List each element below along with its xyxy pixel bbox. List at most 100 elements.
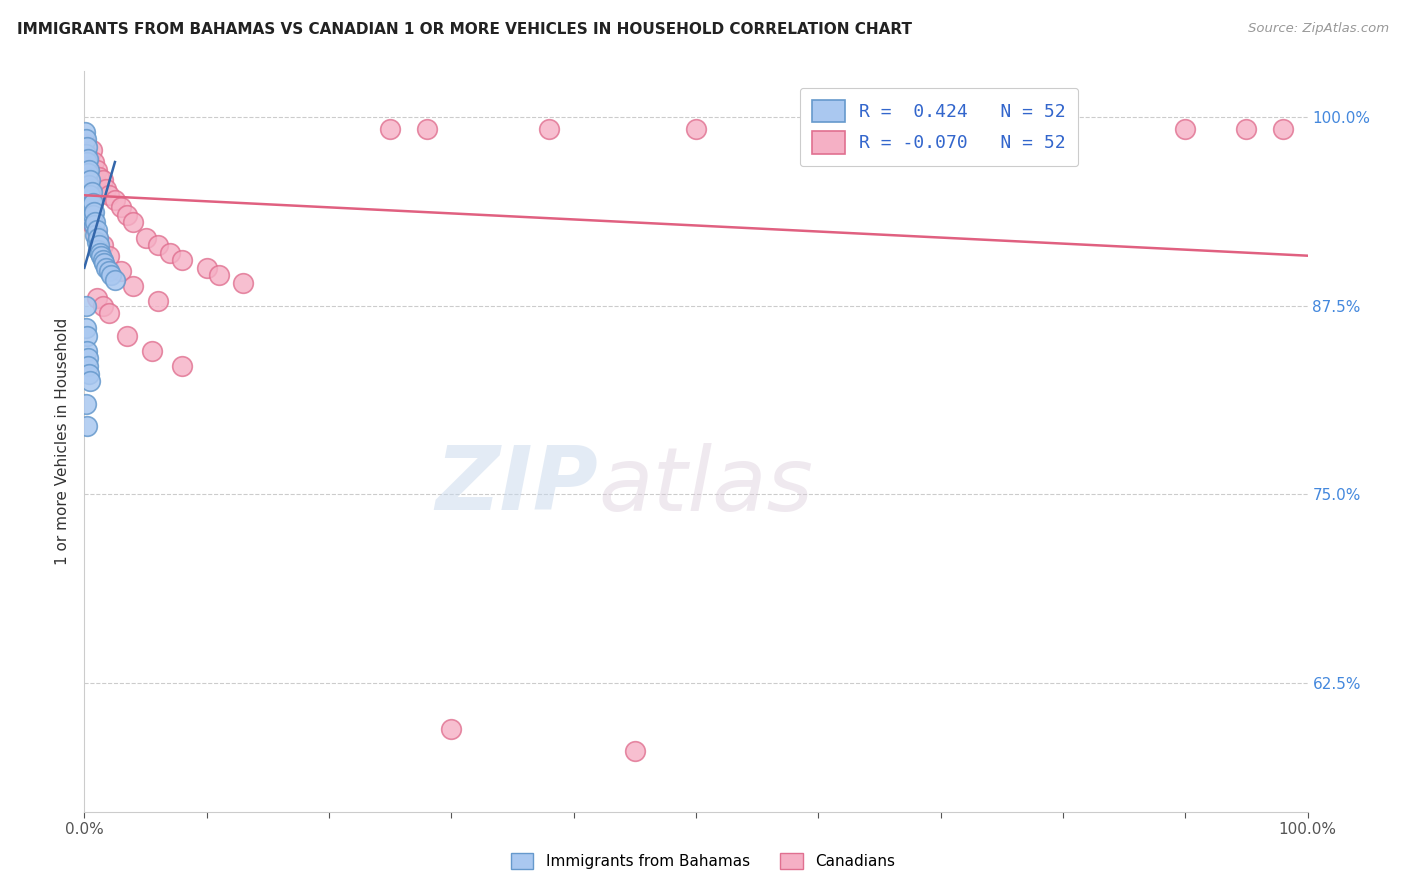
Point: [77, 158, 100, 172]
Point: [141, 343, 163, 358]
Point: [104, 273, 127, 287]
Point: [76, 155, 98, 169]
Text: ZIP: ZIP: [436, 442, 598, 530]
Point: [208, 268, 231, 283]
Point: [172, 359, 194, 373]
Point: [87, 230, 110, 244]
Point: [104, 193, 127, 207]
Legend: R =  0.424   N = 52, R = -0.070   N = 52: R = 0.424 N = 52, R = -0.070 N = 52: [800, 87, 1078, 166]
Point: [929, 121, 952, 136]
Point: [87, 238, 110, 252]
Point: [84, 173, 107, 187]
Point: [135, 230, 157, 244]
Point: [77, 178, 100, 192]
Point: [1236, 121, 1258, 136]
Point: [82, 208, 104, 222]
Point: [76, 328, 98, 343]
Point: [77, 165, 100, 179]
Point: [110, 264, 132, 278]
Point: [538, 121, 561, 136]
Point: [87, 170, 110, 185]
Text: atlas: atlas: [598, 443, 813, 529]
Point: [75, 136, 97, 151]
Point: [79, 200, 101, 214]
Point: [77, 351, 100, 366]
Point: [86, 227, 108, 242]
Point: [77, 152, 100, 166]
Point: [75, 173, 97, 187]
Point: [79, 374, 101, 388]
Point: [122, 279, 145, 293]
Point: [83, 155, 105, 169]
Point: [77, 193, 100, 207]
Point: [416, 121, 439, 136]
Point: [76, 140, 98, 154]
Point: [86, 162, 108, 177]
Point: [75, 397, 97, 411]
Point: [75, 132, 97, 146]
Point: [80, 186, 103, 200]
Point: [83, 205, 105, 219]
Point: [76, 170, 98, 185]
Point: [91, 238, 114, 252]
Point: [624, 744, 647, 758]
Point: [232, 276, 254, 290]
Legend: Immigrants from Bahamas, Canadians: Immigrants from Bahamas, Canadians: [505, 847, 901, 875]
Point: [172, 253, 194, 268]
Text: Source: ZipAtlas.com: Source: ZipAtlas.com: [1249, 22, 1389, 36]
Point: [77, 203, 100, 218]
Point: [75, 321, 97, 335]
Point: [77, 367, 100, 381]
Point: [82, 219, 104, 233]
Point: [97, 249, 120, 263]
Point: [76, 147, 98, 161]
Point: [807, 121, 830, 136]
Point: [75, 299, 97, 313]
Point: [89, 245, 111, 260]
Point: [83, 219, 105, 233]
Point: [77, 162, 100, 177]
Point: [1272, 121, 1295, 136]
Point: [91, 253, 114, 268]
Point: [76, 419, 98, 434]
Point: [86, 223, 108, 237]
Point: [80, 197, 103, 211]
Point: [86, 235, 108, 249]
Point: [75, 147, 97, 161]
Point: [79, 208, 101, 222]
Point: [91, 299, 114, 313]
Point: [87, 243, 110, 257]
Point: [84, 227, 107, 242]
Point: [122, 215, 145, 229]
Point: [75, 162, 97, 177]
Point: [84, 215, 107, 229]
Point: [146, 293, 169, 308]
Point: [96, 260, 118, 275]
Point: [77, 152, 100, 166]
Point: [97, 264, 120, 278]
Point: [79, 173, 101, 187]
Point: [82, 195, 104, 210]
Point: [685, 121, 707, 136]
Point: [97, 306, 120, 320]
Point: [1174, 121, 1197, 136]
Point: [77, 197, 100, 211]
Y-axis label: 1 or more Vehicles in Household: 1 or more Vehicles in Household: [55, 318, 70, 566]
Point: [115, 328, 138, 343]
Point: [76, 182, 98, 196]
Text: IMMIGRANTS FROM BAHAMAS VS CANADIAN 1 OR MORE VEHICLES IN HOUSEHOLD CORRELATION : IMMIGRANTS FROM BAHAMAS VS CANADIAN 1 OR…: [17, 22, 912, 37]
Point: [79, 188, 101, 202]
Point: [100, 268, 122, 283]
Point: [380, 121, 402, 136]
Point: [79, 162, 101, 177]
Point: [73, 125, 96, 139]
Point: [96, 182, 118, 196]
Point: [115, 208, 138, 222]
Point: [97, 188, 120, 202]
Point: [77, 188, 100, 202]
Point: [440, 722, 463, 736]
Point: [77, 359, 100, 373]
Point: [110, 200, 132, 214]
Point: [1052, 121, 1074, 136]
Point: [195, 260, 218, 275]
